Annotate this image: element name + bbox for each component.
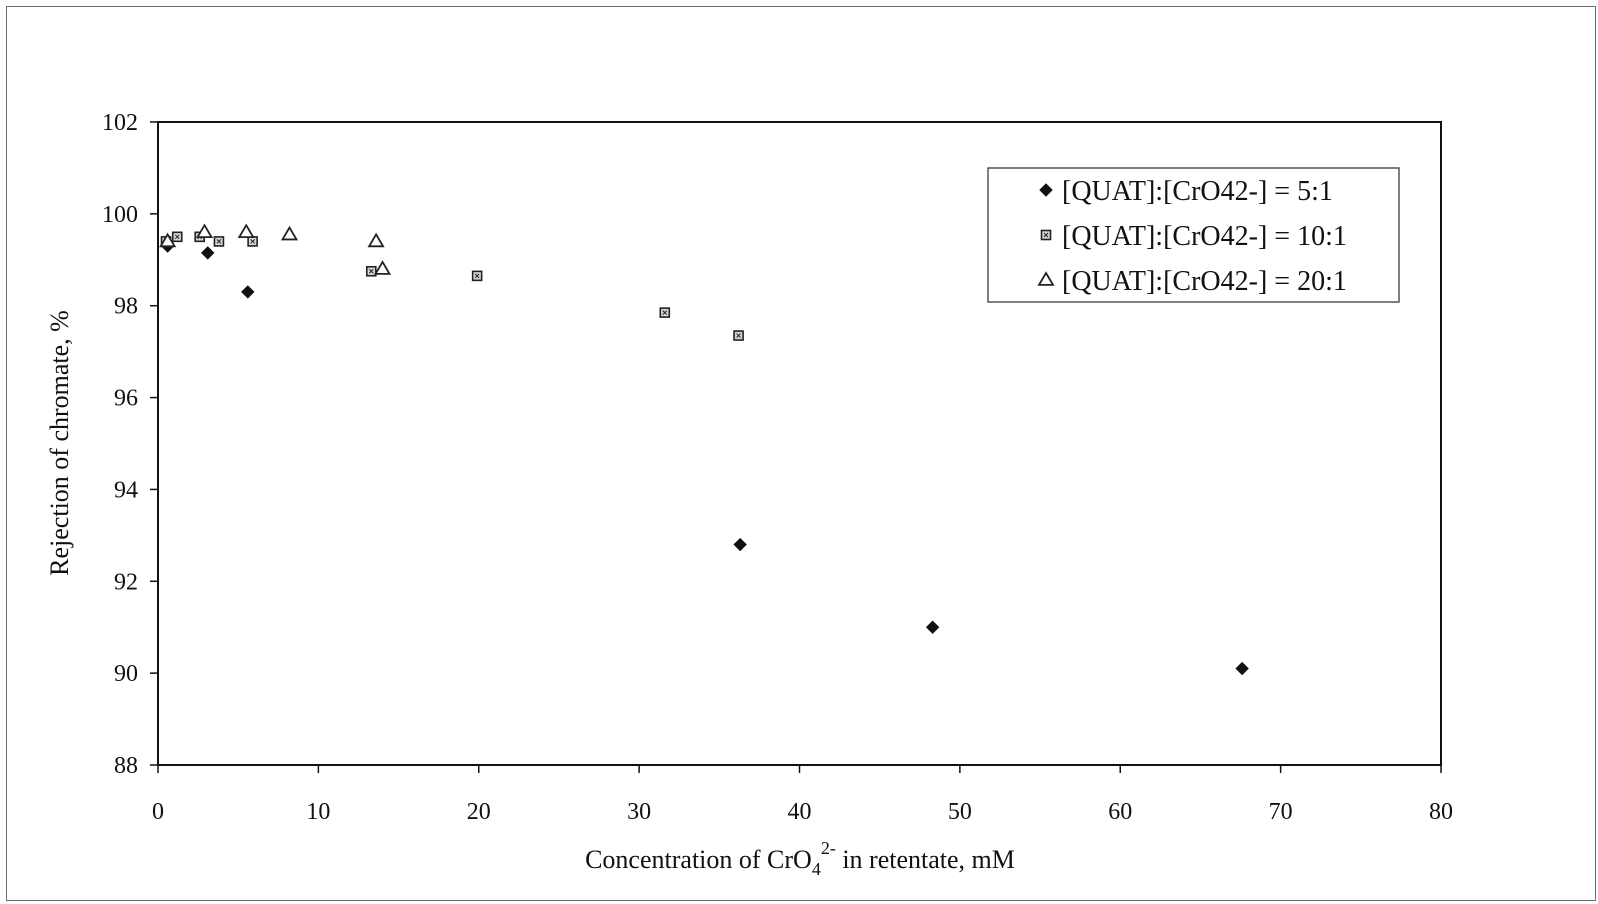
legend-label: [QUAT]:[CrO42-] = 10:1 (1062, 221, 1347, 252)
data-point-triangle (280, 225, 299, 241)
data-point-triangle (195, 223, 214, 239)
data-point-diamond (733, 537, 747, 552)
legend-triangle (1037, 271, 1055, 286)
y-tick-label: 88 (114, 753, 138, 779)
legend-item-1: [QUAT]:[CrO42-] = 5:1 (1039, 176, 1333, 207)
x-axis-ticks: 0 10 20 30 40 50 60 70 80 (152, 765, 1453, 825)
x-tick-label: 0 (152, 799, 164, 825)
data-point-square (733, 330, 744, 341)
data-point-triangle (159, 232, 177, 248)
y-tick-label: 100 (102, 202, 138, 228)
data-point-square (471, 270, 483, 282)
data-point-triangle (367, 232, 385, 248)
x-tick-label: 20 (467, 799, 491, 825)
data-point-triangle (237, 223, 255, 239)
legend-box (987, 167, 1400, 303)
legend-label: [QUAT]:[CrO42-] = 20:1 (1062, 266, 1347, 297)
x-tick-label: 80 (1429, 799, 1453, 825)
x-tick-label: 50 (948, 799, 972, 825)
data-point-square (247, 236, 258, 247)
y-tick-label: 94 (114, 477, 138, 503)
chart-frame (6, 6, 1596, 901)
x-tick-label: 30 (627, 799, 651, 825)
y-tick-label: 92 (114, 569, 138, 595)
series-3 (159, 223, 392, 275)
data-point-diamond (925, 620, 940, 634)
x-tick-label: 60 (1108, 799, 1132, 825)
y-tick-label: 98 (114, 294, 138, 320)
data-point-triangle (373, 260, 392, 275)
data-point-diamond (241, 285, 255, 299)
x-tick-label: 40 (788, 799, 812, 825)
data-point-square (213, 236, 225, 247)
x-tick-label: 10 (306, 799, 330, 825)
y-tick-label: 102 (102, 110, 138, 136)
data-points (159, 223, 1249, 676)
data-point-square (171, 231, 183, 243)
legend-diamond (1039, 183, 1053, 197)
y-axis-title: Rejection of chromate, % (45, 310, 74, 576)
y-axis-ticks: 88 90 92 94 96 98 100 102 (102, 110, 158, 779)
y-tick-label: 90 (114, 661, 138, 687)
data-point-diamond (1235, 661, 1249, 676)
legend-label: [QUAT]:[CrO42-] = 5:1 (1062, 176, 1333, 207)
legend: [QUAT]:[CrO42-] = 5:1 [QUAT]:[CrO42-] = 1… (987, 167, 1400, 303)
legend-item-2: [QUAT]:[CrO42-] = 10:1 (1040, 221, 1347, 252)
x-tick-label: 70 (1269, 799, 1293, 825)
legend-item-3: [QUAT]:[CrO42-] = 20:1 (1037, 266, 1347, 297)
y-tick-label: 96 (114, 386, 138, 412)
series-1 (160, 239, 1249, 676)
legend-square (1040, 229, 1052, 241)
data-point-square (659, 307, 671, 318)
x-axis-title: Concentration of CrO42- in retentate, mM (585, 838, 1015, 879)
data-point-square (365, 265, 377, 277)
data-point-diamond (201, 246, 215, 260)
